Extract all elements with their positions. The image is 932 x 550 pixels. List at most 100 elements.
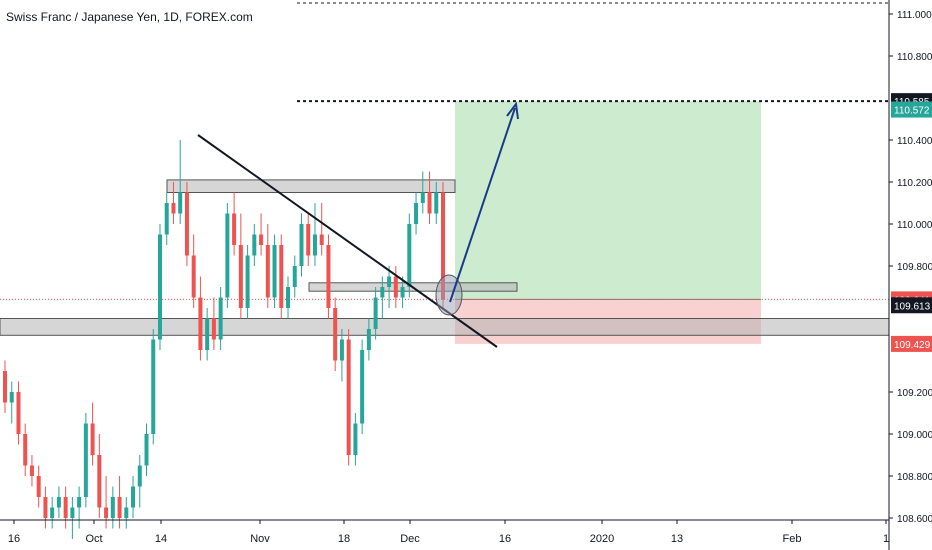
- y-tick-label: 108.800: [897, 472, 932, 483]
- candle-body[interactable]: [366, 329, 371, 350]
- x-tick-label: Nov: [250, 533, 270, 545]
- candle-body[interactable]: [393, 276, 398, 298]
- candle-body[interactable]: [151, 339, 156, 435]
- candle-body[interactable]: [252, 234, 257, 256]
- candle-body[interactable]: [9, 392, 14, 403]
- candle-body[interactable]: [218, 297, 223, 340]
- candle-body[interactable]: [407, 224, 412, 287]
- candle-body[interactable]: [238, 245, 243, 308]
- candle-body[interactable]: [36, 476, 41, 497]
- projection-arrow[interactable]: [449, 107, 516, 303]
- candle-body[interactable]: [205, 318, 210, 351]
- candle-body[interactable]: [326, 245, 331, 308]
- candle-body[interactable]: [23, 434, 28, 466]
- candle-body[interactable]: [427, 192, 432, 214]
- candle-body[interactable]: [77, 497, 82, 508]
- candle-body[interactable]: [104, 507, 109, 519]
- zone-support[interactable]: [0, 318, 890, 336]
- y-tick-label: 111.000: [897, 10, 932, 21]
- candle-body[interactable]: [319, 234, 324, 246]
- y-tick-label: 110.200: [897, 178, 932, 189]
- candle-body[interactable]: [184, 192, 189, 256]
- trendline[interactable]: [197, 134, 498, 348]
- x-tick-label: 18: [338, 533, 350, 545]
- highlight-ellipse[interactable]: [435, 274, 463, 316]
- candle-body[interactable]: [299, 224, 304, 266]
- x-tick-label: 16: [499, 533, 511, 545]
- candle-body[interactable]: [211, 318, 216, 340]
- candle-body[interactable]: [434, 192, 439, 214]
- x-tick-label: Feb: [783, 533, 802, 545]
- candle-body[interactable]: [232, 213, 237, 246]
- x-tick-label: Dec: [400, 533, 420, 545]
- candle-body[interactable]: [420, 192, 425, 204]
- candle-body[interactable]: [50, 507, 55, 519]
- x-tick-label: 1: [883, 533, 889, 545]
- candle-body[interactable]: [292, 266, 297, 287]
- x-tick-label: 13: [671, 533, 683, 545]
- candle-body[interactable]: [353, 423, 358, 456]
- candle-body[interactable]: [63, 497, 68, 518]
- zone-resistance[interactable]: [166, 179, 456, 193]
- candle-body[interactable]: [178, 192, 183, 214]
- candle-body[interactable]: [279, 245, 284, 308]
- candle-body[interactable]: [441, 192, 445, 300]
- y-tick-label: 109.200: [897, 388, 932, 399]
- candle-body[interactable]: [333, 308, 338, 361]
- x-tick-label: 16: [8, 533, 20, 545]
- candle-body[interactable]: [346, 339, 351, 456]
- price-badge-label: 110.572: [894, 106, 930, 117]
- candle-body[interactable]: [117, 497, 122, 518]
- y-tick-label: 109.800: [897, 262, 932, 273]
- candle-body[interactable]: [3, 371, 7, 403]
- price-badge: [891, 335, 932, 352]
- candle-body[interactable]: [245, 255, 250, 309]
- y-tick-label: 110.400: [897, 136, 932, 147]
- x-tick-label: 14: [155, 533, 167, 545]
- candle-body[interactable]: [360, 350, 365, 424]
- candle-body[interactable]: [70, 507, 75, 519]
- candle-body[interactable]: [400, 287, 405, 298]
- candle-body[interactable]: [131, 486, 136, 508]
- candle-body[interactable]: [56, 497, 61, 508]
- price-badge: [891, 297, 932, 314]
- candle-body[interactable]: [97, 455, 102, 508]
- candle-body[interactable]: [259, 234, 264, 246]
- y-tick-label: 109.000: [897, 430, 932, 441]
- y-tick-label: 110.800: [897, 52, 932, 63]
- candle-body[interactable]: [380, 287, 385, 298]
- x-tick-label: Oct: [85, 533, 102, 545]
- x-tick-label: 2020: [590, 533, 614, 545]
- candle-body[interactable]: [373, 297, 378, 330]
- candle-body[interactable]: [90, 423, 95, 456]
- candle-body[interactable]: [272, 245, 277, 298]
- candle-body[interactable]: [29, 465, 34, 477]
- candle-body[interactable]: [137, 465, 142, 487]
- candle-body[interactable]: [312, 234, 317, 256]
- candle-body[interactable]: [191, 255, 196, 298]
- candle-body[interactable]: [164, 203, 169, 235]
- candle-body[interactable]: [265, 245, 270, 298]
- profit-zone[interactable]: [455, 101, 761, 300]
- candle-body[interactable]: [144, 434, 149, 466]
- candle-body[interactable]: [83, 423, 88, 498]
- price-badge-label: 109.613: [894, 301, 931, 312]
- candle-body[interactable]: [414, 203, 419, 224]
- candle-body[interactable]: [110, 497, 115, 518]
- y-tick-label: 108.600: [897, 514, 932, 525]
- arrow-head: [506, 101, 519, 120]
- candle-body[interactable]: [339, 339, 344, 361]
- candle-body[interactable]: [124, 507, 129, 519]
- candle-body[interactable]: [171, 203, 176, 214]
- candle-body[interactable]: [198, 297, 203, 351]
- candle-body[interactable]: [43, 497, 48, 518]
- candle-body[interactable]: [157, 234, 162, 340]
- candle-body[interactable]: [306, 224, 311, 256]
- candle-body[interactable]: [225, 213, 230, 298]
- candle-body[interactable]: [16, 392, 21, 434]
- y-tick-label: 110.000: [897, 220, 932, 231]
- candle-body[interactable]: [387, 276, 392, 288]
- price-badge: [891, 101, 932, 118]
- candle-body[interactable]: [286, 287, 291, 308]
